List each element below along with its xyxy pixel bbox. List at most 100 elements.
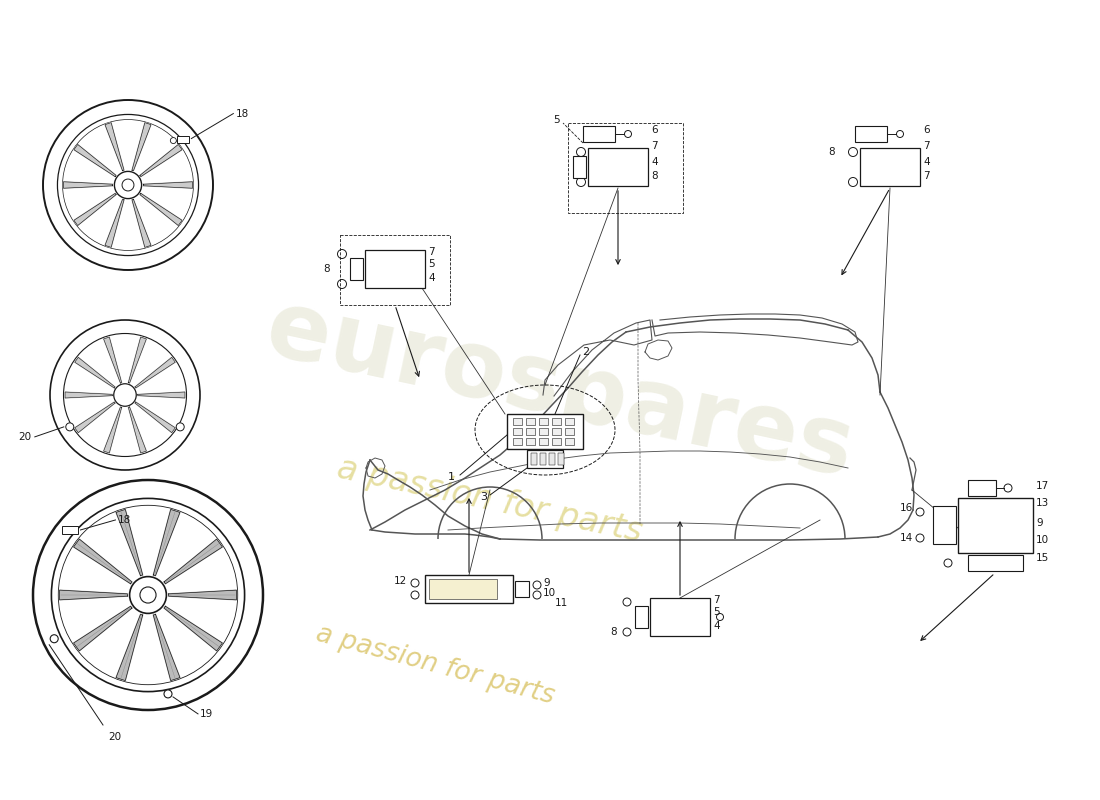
Circle shape (623, 628, 631, 636)
Text: 5: 5 (713, 607, 719, 617)
Circle shape (1004, 484, 1012, 492)
Circle shape (411, 579, 419, 587)
Text: 20: 20 (108, 732, 121, 742)
Bar (968, 480, 996, 496)
Polygon shape (103, 407, 122, 453)
Bar (860, 148, 920, 186)
Polygon shape (59, 590, 128, 600)
Text: 1: 1 (448, 472, 455, 482)
Bar (513, 428, 522, 435)
Bar (552, 418, 561, 425)
Text: 5: 5 (428, 259, 435, 269)
Polygon shape (74, 145, 117, 177)
Bar (539, 428, 548, 435)
Bar (558, 453, 564, 465)
Bar (539, 438, 548, 445)
Text: a passion for parts: a passion for parts (312, 621, 558, 710)
Polygon shape (116, 614, 143, 681)
Text: 8: 8 (610, 627, 617, 637)
Polygon shape (138, 392, 185, 398)
Bar (855, 126, 887, 142)
Circle shape (164, 690, 172, 698)
Circle shape (411, 591, 419, 599)
Bar (527, 450, 563, 468)
Text: 14: 14 (900, 533, 913, 543)
Polygon shape (104, 122, 124, 170)
Polygon shape (153, 614, 180, 681)
Polygon shape (75, 402, 116, 433)
Circle shape (896, 130, 903, 138)
Polygon shape (140, 194, 183, 226)
Bar (933, 506, 956, 544)
Circle shape (66, 423, 74, 431)
Circle shape (916, 508, 924, 516)
Bar (552, 428, 561, 435)
Bar (526, 418, 535, 425)
Bar (552, 438, 561, 445)
Bar (583, 126, 615, 142)
Text: 7: 7 (428, 247, 435, 257)
Bar (513, 418, 522, 425)
Bar (63, 526, 78, 534)
Text: 4: 4 (713, 621, 719, 631)
Text: 15: 15 (1036, 553, 1049, 563)
Circle shape (170, 138, 176, 143)
Text: 18: 18 (235, 109, 249, 118)
Bar (507, 414, 583, 449)
Bar (565, 418, 574, 425)
Text: 4: 4 (428, 273, 435, 283)
Polygon shape (74, 606, 132, 651)
Text: 7: 7 (923, 141, 930, 151)
Polygon shape (132, 122, 151, 170)
Bar (650, 598, 710, 636)
Text: 4: 4 (651, 157, 658, 167)
Bar (365, 250, 425, 288)
Polygon shape (143, 182, 192, 188)
Text: 5: 5 (553, 115, 560, 125)
Text: 9: 9 (1036, 518, 1043, 528)
Text: 20: 20 (19, 432, 32, 442)
Polygon shape (65, 392, 112, 398)
Text: 13: 13 (1036, 498, 1049, 508)
Polygon shape (135, 402, 175, 433)
Circle shape (625, 130, 631, 138)
Circle shape (623, 598, 631, 606)
Bar (340, 235, 450, 305)
Bar (539, 418, 548, 425)
Circle shape (176, 423, 184, 431)
Text: 8: 8 (828, 147, 835, 157)
Bar (526, 428, 535, 435)
Bar (635, 606, 648, 628)
Polygon shape (164, 606, 222, 651)
Text: 6: 6 (923, 125, 930, 135)
Polygon shape (116, 510, 143, 576)
Polygon shape (140, 145, 183, 177)
Text: 7: 7 (651, 141, 658, 151)
Text: 17: 17 (1036, 481, 1049, 491)
Polygon shape (132, 199, 151, 247)
Bar (531, 453, 537, 465)
Polygon shape (104, 199, 124, 247)
Bar (573, 156, 586, 178)
Bar (549, 453, 556, 465)
Circle shape (51, 634, 58, 642)
Bar (526, 438, 535, 445)
Text: 3: 3 (480, 492, 487, 502)
Bar (429, 579, 497, 599)
Circle shape (716, 614, 724, 621)
Bar (350, 258, 363, 280)
Text: 2: 2 (582, 347, 590, 357)
Bar (515, 581, 529, 597)
Bar (588, 148, 648, 186)
Bar (425, 575, 513, 603)
Polygon shape (164, 539, 222, 584)
Text: eurospares: eurospares (258, 283, 861, 497)
Polygon shape (129, 407, 146, 453)
Text: 16: 16 (900, 503, 913, 513)
Polygon shape (103, 337, 122, 383)
Text: 19: 19 (200, 709, 213, 719)
Text: 18: 18 (118, 515, 131, 525)
Text: 10: 10 (1036, 535, 1049, 545)
Text: 8: 8 (323, 264, 330, 274)
Circle shape (576, 178, 585, 186)
